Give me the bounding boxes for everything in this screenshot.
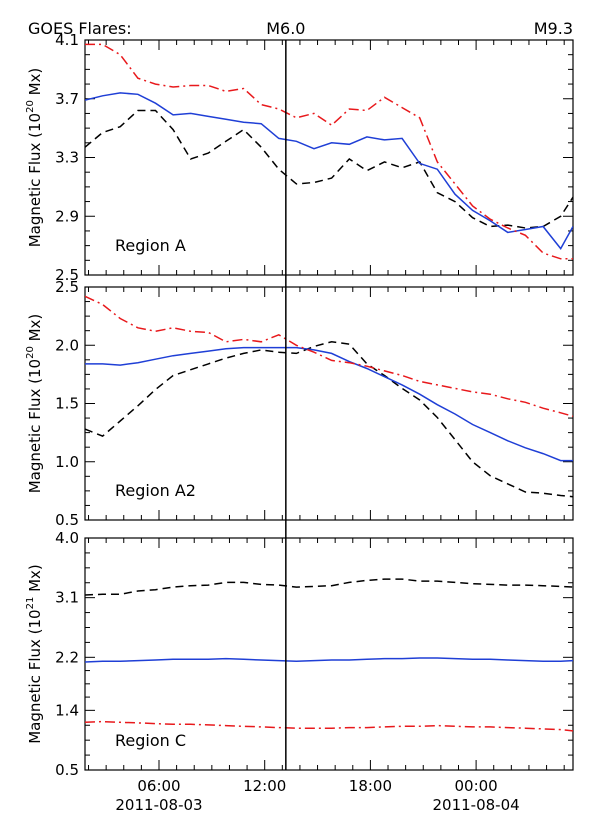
series-line-dashed	[85, 578, 573, 596]
y-tick-label: 2.5	[55, 266, 79, 284]
y-tick-label: 0.5	[55, 761, 79, 779]
flare-label-m9-3: M9.3	[534, 19, 573, 38]
y-tick-label: 2.0	[55, 336, 79, 354]
series-line-solid	[85, 92, 573, 250]
y-tick-label: 1.5	[55, 395, 79, 413]
series-line-solid	[85, 657, 573, 663]
region-label: Region A	[115, 236, 186, 255]
y-axis-label: Magnetic Flux (1020 Mx)	[25, 314, 44, 494]
y-tick-label: 3.3	[55, 149, 79, 167]
x-tick-label: 06:00	[137, 777, 180, 795]
y-tick-label: 0.5	[55, 511, 79, 529]
x-date-label: 2011-08-04	[433, 796, 520, 814]
goes-flares-label: GOES Flares:	[28, 19, 132, 38]
series-line-dashed	[85, 109, 573, 229]
x-tick-label: 18:00	[349, 777, 392, 795]
x-date-label: 2011-08-03	[115, 796, 202, 814]
region-label: Region A2	[115, 481, 196, 500]
y-tick-label: 4.1	[55, 31, 79, 49]
panel-3: 0.5 1.4 2.2 3.1 4.0 Magnetic Flux (1021 Mx) Re…	[25, 529, 574, 779]
y-tick-label: 3.1	[55, 589, 79, 607]
x-tick-label: 00:00	[454, 777, 497, 795]
series-line-dash-dot	[85, 720, 573, 732]
y-tick-label: 3.7	[55, 90, 79, 108]
plots-layer: 2.5 2.9 3.3 3.7 4.1 Magnetic Flux (1020 Mx) Re…	[25, 31, 574, 814]
y-tick-label: 4.0	[55, 529, 79, 547]
y-tick-label: 2.2	[55, 648, 79, 666]
flare-label-m6-0: M6.0	[266, 19, 305, 38]
y-tick-label: 2.5	[55, 278, 79, 296]
series-line-dashed	[85, 341, 573, 498]
panel-2: 0.5 1.0 1.5 2.0 2.5 Magnetic Flux (1020 Mx) Re…	[25, 278, 574, 529]
region-label: Region C	[115, 731, 186, 750]
series-line-dash-dot	[85, 295, 573, 418]
panel-frame	[84, 537, 574, 771]
y-axis-label: Magnetic Flux (1021 Mx)	[25, 564, 44, 744]
y-axis-label: Magnetic Flux (1020 Mx)	[25, 68, 44, 248]
series-line-solid	[85, 346, 573, 462]
y-tick-label: 2.9	[55, 207, 79, 225]
x-tick-label: 12:00	[243, 777, 286, 795]
y-tick-label: 1.0	[55, 453, 79, 471]
panel-1: 2.5 2.9 3.3 3.7 4.1 Magnetic Flux (1020 Mx) Re…	[25, 31, 574, 284]
y-tick-label: 1.4	[55, 701, 79, 719]
